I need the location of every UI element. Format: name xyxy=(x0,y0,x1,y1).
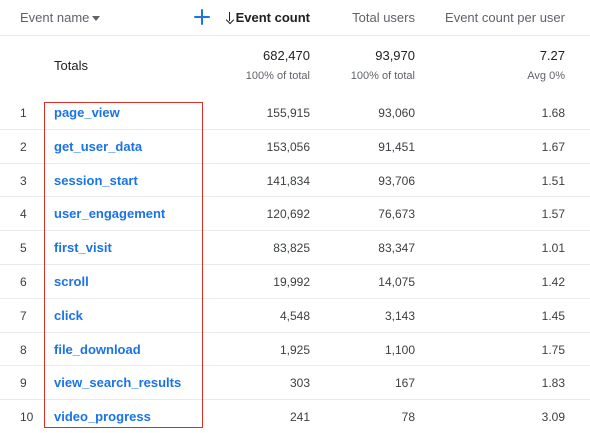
table-row: 8 file_download 1,925 1,100 1.75 xyxy=(0,333,590,367)
event-count-per-user-cell: 1.01 xyxy=(541,241,565,256)
table-row: 1 page_view 155,915 93,060 1.68 xyxy=(0,96,590,130)
row-number: 6 xyxy=(20,274,27,289)
total-users-cell: 3,143 xyxy=(384,308,415,323)
row-number: 1 xyxy=(20,106,27,120)
event-count-cell: 155,915 xyxy=(266,106,310,120)
event-count-header-label: Event count xyxy=(235,10,310,25)
totals-event-count: 682,470 xyxy=(263,48,310,63)
total-users-cell: 1,100 xyxy=(384,342,415,357)
event-count-cell: 83,825 xyxy=(273,241,310,256)
totals-row: Totals 682,470 100% of total 93,970 100%… xyxy=(0,36,590,96)
table-row: 2 get_user_data 153,056 91,451 1.67 xyxy=(0,130,590,164)
event-count-cell: 153,056 xyxy=(266,139,310,154)
event-name-link[interactable]: page_view xyxy=(54,105,120,120)
event-count-cell: 120,692 xyxy=(266,207,310,222)
total-users-cell: 167 xyxy=(394,376,415,391)
event-count-cell: 141,834 xyxy=(266,173,310,188)
totals-event-count-per-user-avg: Avg 0% xyxy=(527,70,565,82)
table-header: Event name Event count Total users Event… xyxy=(0,0,590,36)
row-number: 7 xyxy=(20,308,27,323)
row-number: 9 xyxy=(20,376,27,391)
event-count-per-user-cell: 1.75 xyxy=(541,342,565,357)
table-row: 10 video_progress 241 78 3.09 xyxy=(0,400,590,433)
table-row: 7 click 4,548 3,143 1.45 xyxy=(0,299,590,333)
table-row: 5 first_visit 83,825 83,347 1.01 xyxy=(0,231,590,265)
event-count-per-user-cell: 1.51 xyxy=(541,173,565,188)
total-users-cell: 76,673 xyxy=(378,207,415,222)
event-name-link[interactable]: session_start xyxy=(54,172,138,188)
event-count-per-user-cell: 1.42 xyxy=(541,274,565,289)
event-name-link[interactable]: click xyxy=(54,307,83,323)
total-users-cell: 14,075 xyxy=(378,274,415,289)
row-number: 8 xyxy=(20,342,27,357)
event-name-link[interactable]: file_download xyxy=(54,341,141,357)
event-count-per-user-cell: 1.83 xyxy=(541,376,565,391)
row-number: 2 xyxy=(20,139,27,154)
event-name-link[interactable]: user_engagement xyxy=(54,206,166,222)
total-users-cell: 93,706 xyxy=(378,173,415,188)
event-count-per-user-cell: 1.45 xyxy=(541,308,565,323)
event-name-link[interactable]: first_visit xyxy=(54,240,112,256)
total-users-cell: 78 xyxy=(401,410,415,425)
caret-down-icon xyxy=(92,16,101,21)
table-row: 9 view_search_results 303 167 1.83 xyxy=(0,366,590,401)
event-count-cell: 19,992 xyxy=(273,274,310,289)
event-name-link[interactable]: get_user_data xyxy=(54,138,143,154)
event-count-per-user-cell: 1.67 xyxy=(541,139,565,154)
table-body: 1 page_view 155,915 93,060 1.68 2 get_us… xyxy=(0,96,590,433)
table-row: 6 scroll 19,992 14,075 1.42 xyxy=(0,265,590,299)
event-count-cell: 241 xyxy=(289,410,310,425)
row-number: 4 xyxy=(20,207,27,222)
event-name-link[interactable]: scroll xyxy=(54,273,89,289)
table-row: 3 session_start 141,834 93,706 1.51 xyxy=(0,164,590,198)
event-count-cell: 1,925 xyxy=(279,342,310,357)
totals-event-count-percent: 100% of total xyxy=(245,70,310,82)
row-number: 3 xyxy=(20,173,27,188)
event-count-cell: 303 xyxy=(289,376,310,391)
event-count-per-user-cell: 1.57 xyxy=(541,207,565,222)
total-users-cell: 93,060 xyxy=(378,106,415,120)
totals-total-users: 93,970 xyxy=(375,48,415,63)
totals-label: Totals xyxy=(54,58,88,73)
event-count-column-header[interactable]: Event count xyxy=(226,10,310,25)
total-users-column-header[interactable]: Total users xyxy=(352,10,415,25)
event-count-cell: 4,548 xyxy=(279,308,310,323)
event-count-per-user-cell: 1.68 xyxy=(541,106,565,120)
total-users-cell: 91,451 xyxy=(378,139,415,154)
event-name-link[interactable]: view_search_results xyxy=(54,375,182,391)
event-name-link[interactable]: video_progress xyxy=(54,409,151,425)
totals-total-users-percent: 100% of total xyxy=(350,70,415,82)
totals-event-count-per-user: 7.27 xyxy=(539,48,565,63)
event-name-dimension-dropdown[interactable]: Event name xyxy=(20,10,101,25)
event-count-per-user-column-header[interactable]: Event count per user xyxy=(445,10,565,25)
table-row: 4 user_engagement 120,692 76,673 1.57 xyxy=(0,197,590,232)
event-count-per-user-cell: 3.09 xyxy=(541,410,565,425)
add-dimension-plus-icon[interactable] xyxy=(192,7,212,27)
event-name-header-label: Event name xyxy=(20,10,90,25)
row-number: 10 xyxy=(20,410,34,425)
arrow-down-icon xyxy=(226,12,234,23)
total-users-cell: 83,347 xyxy=(378,241,415,256)
row-number: 5 xyxy=(20,241,27,256)
